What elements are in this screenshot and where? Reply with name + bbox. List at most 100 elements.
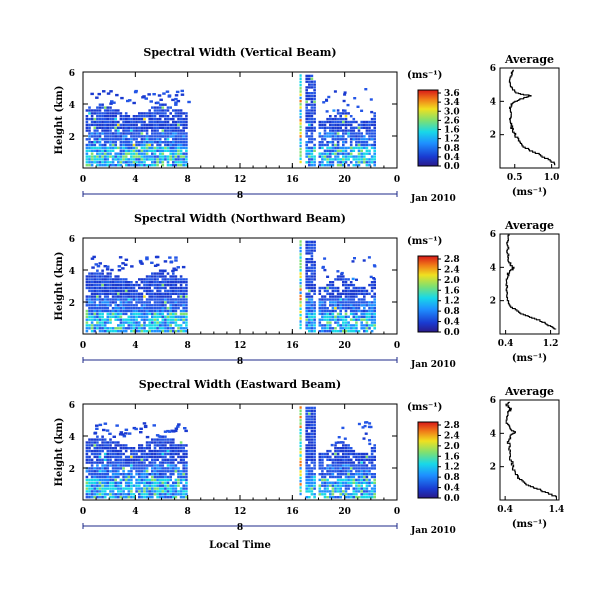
heatmap-cell: [96, 484, 99, 487]
heatmap-cell: [357, 155, 361, 158]
heatmap-cell: [174, 120, 178, 124]
heatmap-cell: [143, 315, 146, 318]
heatmap-cell: [174, 490, 178, 493]
heatmap-cell: [161, 109, 165, 112]
heatmap-cell: [347, 123, 350, 127]
heatmap-cell: [153, 109, 157, 112]
heatmap-cell: [318, 493, 322, 496]
heatmap-cell: [305, 309, 308, 313]
heatmap-cell: [313, 109, 316, 112]
heatmap-cell: [321, 155, 324, 158]
heatmap-cell: [85, 161, 89, 164]
heatmap-cell: [114, 461, 117, 464]
heatmap-cell: [124, 278, 128, 281]
heatmap-cell: [124, 481, 128, 484]
heatmap-cell: [169, 309, 172, 313]
heatmap-cell: [179, 455, 183, 459]
heatmap-cell: [336, 481, 340, 484]
heatmap-cell: [305, 146, 308, 150]
heatmap-cell: [124, 164, 128, 167]
heatmap-cell: [334, 461, 337, 464]
heatmap-cell: [161, 301, 165, 304]
heatmap-cell: [85, 109, 89, 112]
heatmap-cell: [169, 324, 172, 327]
heatmap-cell: [308, 412, 311, 415]
heatmap-cell: [90, 475, 94, 479]
heatmap-cell: [145, 435, 150, 439]
heatmap-cell: [127, 481, 131, 484]
heatmap-cell: [185, 490, 188, 493]
heatmap-cell: [96, 269, 99, 272]
heatmap-cell: [143, 487, 146, 490]
heatmap-cell: [145, 484, 149, 487]
heatmap-cell: [329, 155, 332, 158]
heatmap-cell: [96, 461, 99, 464]
heatmap-cell: [117, 295, 120, 298]
heatmap-cell: [93, 447, 97, 450]
heatmap-cell: [164, 141, 167, 144]
heatmap-cell: [98, 309, 102, 313]
heatmap-cell: [166, 315, 170, 318]
heatmap-cell: [172, 286, 175, 290]
heatmap-cell: [135, 470, 138, 473]
heatmap-cell: [135, 464, 138, 467]
heatmap-cell: [161, 449, 165, 453]
heatmap-cell: [183, 427, 187, 430]
heatmap-cell: [174, 115, 178, 118]
heatmap-cell: [168, 256, 172, 259]
heatmap-cell: [323, 481, 327, 484]
heatmap-cell: [138, 458, 141, 461]
heatmap-cell: [313, 426, 316, 430]
heatmap-cell: [135, 295, 138, 298]
heatmap-cell: [130, 493, 133, 496]
heatmap-cell: [103, 283, 107, 287]
heatmap-cell: [90, 490, 94, 493]
heatmap-cell: [185, 449, 188, 453]
heatmap-cell: [185, 298, 188, 301]
heatmap-cell: [88, 155, 91, 158]
heatmap-cell: [90, 315, 94, 318]
heatmap-cell: [368, 309, 371, 313]
heatmap-cell: [114, 455, 117, 459]
heatmap-cell: [130, 304, 133, 307]
heatmap-cell: [299, 323, 302, 326]
heatmap-cell: [305, 249, 308, 252]
heatmap-cell: [114, 164, 117, 167]
heatmap-cell: [156, 458, 159, 461]
heatmap-cell: [172, 158, 175, 161]
heatmap-cell: [161, 286, 165, 290]
heatmap-cell: [310, 266, 314, 269]
heatmap-cell: [96, 467, 99, 470]
heatmap-cell: [305, 126, 308, 129]
heatmap-cell: [344, 475, 348, 479]
heatmap-cell: [352, 327, 356, 330]
heatmap-cell: [101, 318, 104, 321]
heatmap-cell: [145, 143, 149, 147]
heatmap-cell: [308, 149, 311, 152]
heatmap-cell: [96, 292, 99, 295]
heatmap-cell: [339, 487, 342, 490]
heatmap-cell: [349, 458, 353, 461]
heatmap-cell: [143, 117, 146, 121]
heatmap-cell: [368, 318, 371, 321]
heatmap-cell: [318, 458, 322, 461]
heatmap-cell: [135, 120, 138, 124]
heatmap-cell: [329, 152, 332, 155]
heatmap-cell: [179, 318, 183, 321]
heatmap-cell: [182, 278, 185, 281]
heatmap-cell: [365, 318, 369, 321]
heatmap-cell: [148, 289, 151, 293]
heatmap-cell: [344, 161, 348, 164]
heatmap-cell: [106, 318, 110, 321]
heatmap-cell: [135, 289, 138, 293]
heatmap-cell: [331, 149, 335, 152]
heatmap-cell: [169, 117, 172, 121]
heatmap-cell: [138, 478, 141, 482]
heatmap-cell: [156, 283, 159, 287]
heatmap-cell: [158, 490, 162, 493]
heatmap-cell: [140, 324, 144, 327]
heatmap-cell: [171, 269, 175, 273]
heatmap-cell: [331, 464, 335, 467]
heatmap-cell: [166, 458, 170, 461]
